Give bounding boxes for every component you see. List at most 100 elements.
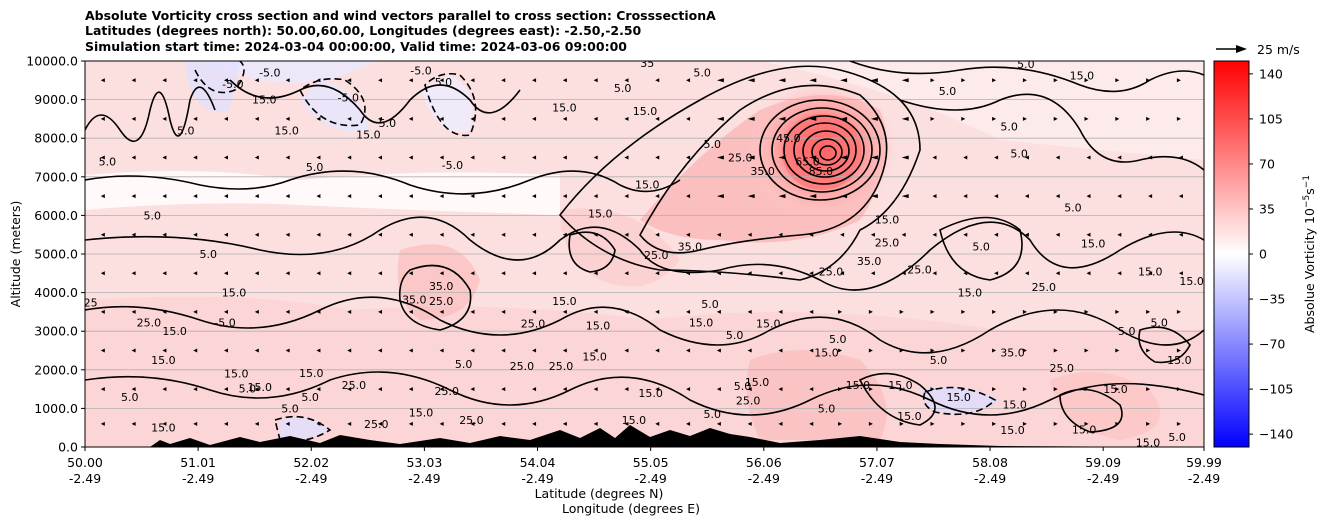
- contour-label: 15.0: [247, 381, 272, 394]
- contour-label: 15.0: [745, 376, 770, 389]
- contour-label: 25.0: [736, 395, 761, 408]
- y-tick-label: 9000.0: [34, 92, 78, 107]
- contour-label: 25.0: [875, 236, 900, 249]
- wind-vector: [1115, 309, 1120, 314]
- x-tick-label-longitude: -2.49: [69, 471, 101, 486]
- wind-vector: [992, 387, 997, 392]
- wind-vector: [1084, 116, 1089, 121]
- wind-vector: [316, 194, 321, 199]
- wind-vector: [532, 309, 537, 314]
- contour-label: 25.0: [728, 152, 753, 165]
- wind-vector: [347, 232, 352, 237]
- wind-vector: [501, 194, 506, 199]
- wind-vector: [747, 421, 752, 426]
- colorbar-tick-label: 0: [1259, 247, 1267, 262]
- x-tick-label-latitude: 58.08: [972, 455, 1008, 470]
- wind-vector: [532, 155, 537, 160]
- wind-vector: [100, 387, 105, 392]
- wind-vector: [193, 232, 198, 237]
- wind-vector: [1024, 194, 1029, 199]
- wind-vector: [408, 421, 413, 426]
- wind-vector: [1022, 421, 1027, 426]
- wind-vector: [1053, 78, 1058, 83]
- wind-vector: [378, 116, 383, 121]
- wind-vector: [285, 387, 290, 392]
- x-tick-label-longitude: -2.49: [634, 471, 666, 486]
- wind-vector: [1178, 271, 1183, 276]
- wind-vector: [408, 78, 413, 83]
- contour-label: 5.0: [143, 209, 161, 222]
- wind-vector: [1176, 309, 1181, 314]
- wind-vector: [1022, 78, 1027, 83]
- wind-vector: [930, 116, 935, 121]
- colorbar-tick-label: −105: [1259, 382, 1293, 397]
- contour-label: 15.0: [586, 319, 611, 332]
- wind-vector: [1117, 155, 1122, 160]
- wind-vector: [562, 309, 567, 314]
- contour-label: -5.0: [410, 64, 431, 77]
- contour-label: 15.0: [814, 346, 839, 359]
- wind-vector: [224, 116, 229, 121]
- y-axis-label: Altitude (meters): [8, 201, 23, 308]
- wind-vector: [899, 421, 904, 426]
- wind-vector: [930, 387, 935, 392]
- contour-label: 15.0: [552, 101, 577, 114]
- wind-vector: [1055, 194, 1060, 199]
- wind-vector: [193, 348, 198, 353]
- wind-vector: [840, 78, 848, 83]
- wind-vector: [100, 232, 105, 237]
- contour-label: 15.0: [756, 317, 781, 330]
- wind-vector: [347, 421, 352, 426]
- x-tick-label-longitude: -2.49: [861, 471, 893, 486]
- contour-label: 15.0: [689, 317, 714, 330]
- wind-vector: [778, 155, 786, 160]
- wind-vector: [686, 421, 691, 426]
- contour-label: 25.0: [459, 414, 484, 427]
- wind-vector: [224, 387, 229, 392]
- wind-vector: [316, 387, 321, 392]
- colorbar-label: Absolue Vorticity 10−5s−1: [1302, 175, 1317, 333]
- wind-vector: [716, 155, 724, 160]
- wind-vector: [1115, 78, 1120, 83]
- wind-vector: [1024, 271, 1029, 276]
- wind-vector: [285, 309, 290, 314]
- y-tick-label: 6000.0: [34, 208, 78, 223]
- wind-vector: [470, 271, 475, 276]
- contour-label: 25: [84, 296, 98, 309]
- wind-vector: [778, 309, 783, 314]
- y-tick-label: 4000.0: [34, 285, 78, 300]
- wind-vector: [532, 116, 537, 121]
- x-tick-label-latitude: 50.00: [67, 455, 103, 470]
- wind-vector: [378, 387, 383, 392]
- wind-vector: [655, 421, 660, 426]
- wind-vector: [686, 116, 691, 121]
- wind-vector: [100, 309, 105, 314]
- wind-vector: [901, 155, 909, 160]
- wind-vector: [254, 116, 259, 121]
- wind-vector: [439, 155, 444, 160]
- wind-vector: [899, 348, 904, 353]
- wind-vector: [963, 155, 968, 160]
- wind-vector: [131, 116, 136, 121]
- wind-vector: [1022, 387, 1027, 392]
- wind-vector: [1053, 116, 1058, 121]
- wind-vector: [624, 116, 629, 121]
- wind-vector: [809, 271, 814, 276]
- y-tick-label: 5000.0: [34, 247, 78, 262]
- y-tick-label: 7000.0: [34, 169, 78, 184]
- wind-vector: [624, 194, 629, 199]
- wind-vector: [930, 309, 935, 314]
- wind-vector: [131, 155, 136, 160]
- wind-vector: [193, 387, 198, 392]
- wind-vector: [1115, 348, 1120, 353]
- wind-vector: [501, 78, 506, 83]
- y-tick-label: 10000.0: [26, 54, 78, 69]
- wind-vector: [193, 116, 198, 121]
- wind-vector: [809, 194, 817, 199]
- contour-label: 35: [640, 57, 654, 70]
- terrain: [85, 425, 1204, 447]
- wind-vector: [868, 309, 873, 314]
- wind-vector: [254, 78, 259, 83]
- y-tick-label: 1000.0: [34, 401, 78, 416]
